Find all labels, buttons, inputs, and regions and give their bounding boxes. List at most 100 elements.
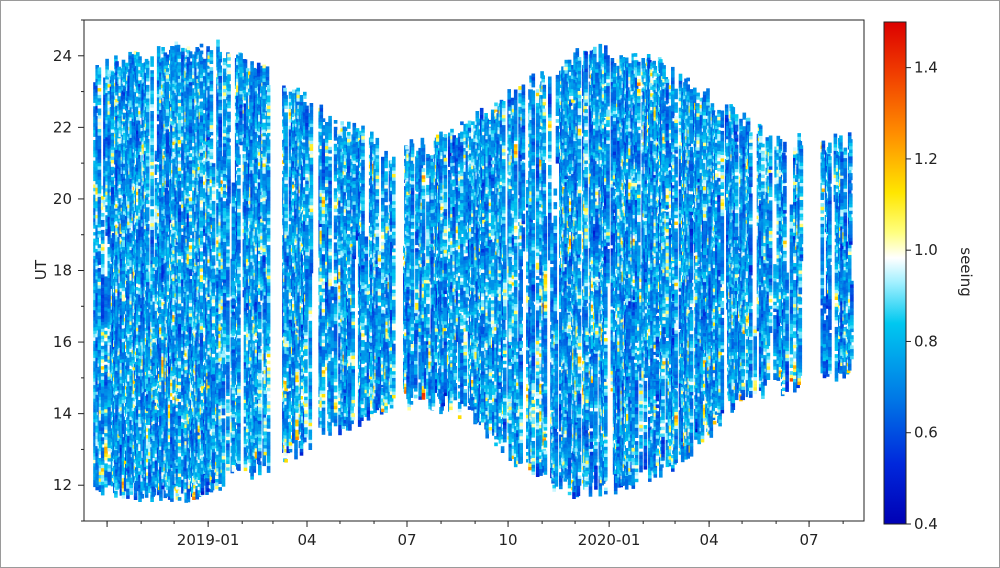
heatmap-cell <box>98 447 103 452</box>
heatmap-cell <box>127 299 131 304</box>
heatmap-cell <box>93 126 97 131</box>
heatmap-cell <box>107 298 112 302</box>
heatmap-cell <box>100 314 105 319</box>
heatmap-cell <box>100 437 105 441</box>
heatmap-cell <box>115 85 119 89</box>
heatmap-cell <box>110 166 115 171</box>
heatmap-cell <box>107 393 112 397</box>
heatmap-cell <box>104 317 108 321</box>
heatmap-cell <box>122 207 127 212</box>
heatmap-cell <box>93 361 97 365</box>
heatmap-cell <box>122 149 127 154</box>
heatmap-cell <box>107 124 112 129</box>
heatmap-cell <box>145 152 150 157</box>
heatmap-cell <box>98 471 103 475</box>
heatmap-cell <box>127 197 131 202</box>
heatmap-cell <box>97 220 102 225</box>
heatmap-cell <box>115 346 119 351</box>
heatmap-cell <box>118 184 123 188</box>
heatmap-cell <box>131 88 136 92</box>
heatmap-cell <box>97 84 102 89</box>
heatmap-cell <box>115 289 119 293</box>
heatmap-cell <box>93 367 97 372</box>
heatmap-cell <box>121 464 126 468</box>
heatmap-cell <box>110 71 115 75</box>
heatmap-cell <box>97 135 102 140</box>
heatmap-cell <box>129 202 133 206</box>
heatmap-cell <box>93 459 97 464</box>
heatmap-cell <box>145 271 150 276</box>
heatmap-cell <box>107 349 112 353</box>
heatmap-cell <box>100 396 105 401</box>
heatmap-cell <box>103 101 107 105</box>
heatmap-cell <box>104 276 108 281</box>
heatmap-cell <box>95 462 99 467</box>
heatmap-cell <box>150 158 154 162</box>
heatmap-cell <box>93 425 97 430</box>
heatmap-cell <box>107 128 112 132</box>
heatmap-cell <box>138 165 142 169</box>
heatmap-cell <box>121 457 126 462</box>
heatmap-cell <box>103 94 107 99</box>
heatmap-cell <box>110 200 115 205</box>
heatmap-cell <box>93 259 97 263</box>
heatmap-cell <box>119 393 124 398</box>
heatmap-cell <box>95 224 99 229</box>
heatmap-cell <box>145 162 150 167</box>
heatmap-cell <box>115 234 119 239</box>
heatmap-cell <box>111 345 116 349</box>
heatmap-cell <box>121 355 126 360</box>
heatmap-cell <box>100 416 105 421</box>
heatmap-cell <box>107 131 112 136</box>
heatmap-cell <box>105 109 109 114</box>
heatmap-cell <box>100 328 105 333</box>
heatmap-cell <box>150 250 154 254</box>
heatmap-cell <box>95 65 99 69</box>
heatmap-cell <box>107 315 112 319</box>
heatmap-cell <box>93 364 97 369</box>
heatmap-cell <box>118 204 123 209</box>
heatmap-cell <box>158 350 162 354</box>
heatmap-cell <box>145 244 150 249</box>
heatmap-cell <box>121 290 126 295</box>
heatmap-cell <box>100 365 105 370</box>
heatmap-cell <box>134 480 139 485</box>
heatmap-cell <box>93 238 97 243</box>
heatmap-cell <box>122 115 127 120</box>
heatmap-cell <box>93 439 97 443</box>
heatmap-cell <box>103 159 107 163</box>
heatmap-cell <box>129 161 133 166</box>
heatmap-cell <box>104 477 108 481</box>
heatmap-cell <box>129 341 133 346</box>
heatmap-cell <box>95 337 99 341</box>
heatmap-cell <box>93 109 97 114</box>
heatmap-cell <box>115 374 119 378</box>
heatmap-cell <box>129 273 133 278</box>
heatmap-cell <box>100 243 105 248</box>
heatmap-cell <box>118 146 123 151</box>
heatmap-cell <box>103 114 107 119</box>
heatmap-cell <box>115 221 119 225</box>
heatmap-cell <box>97 152 102 157</box>
heatmap-cell <box>119 277 124 282</box>
heatmap-cell <box>110 210 115 215</box>
heatmap-cell <box>150 498 154 502</box>
heatmap-cell <box>127 422 131 426</box>
heatmap-cell <box>104 385 108 389</box>
heatmap-cell <box>95 323 99 328</box>
heatmap-cell <box>118 109 123 114</box>
heatmap-cell <box>107 141 112 146</box>
heatmap-cell <box>107 230 112 234</box>
heatmap-cell <box>134 215 139 220</box>
heatmap-cell <box>93 163 97 168</box>
heatmap-cell <box>129 277 133 281</box>
heatmap-cell <box>97 91 102 95</box>
heatmap-cell <box>95 95 99 100</box>
heatmap-cell <box>121 488 126 492</box>
heatmap-cell <box>117 66 121 71</box>
heatmap-cell <box>104 480 108 485</box>
heatmap-cell <box>122 71 127 76</box>
heatmap-cell <box>121 352 126 356</box>
heatmap-cell <box>138 307 142 312</box>
heatmap-cell <box>118 126 123 131</box>
